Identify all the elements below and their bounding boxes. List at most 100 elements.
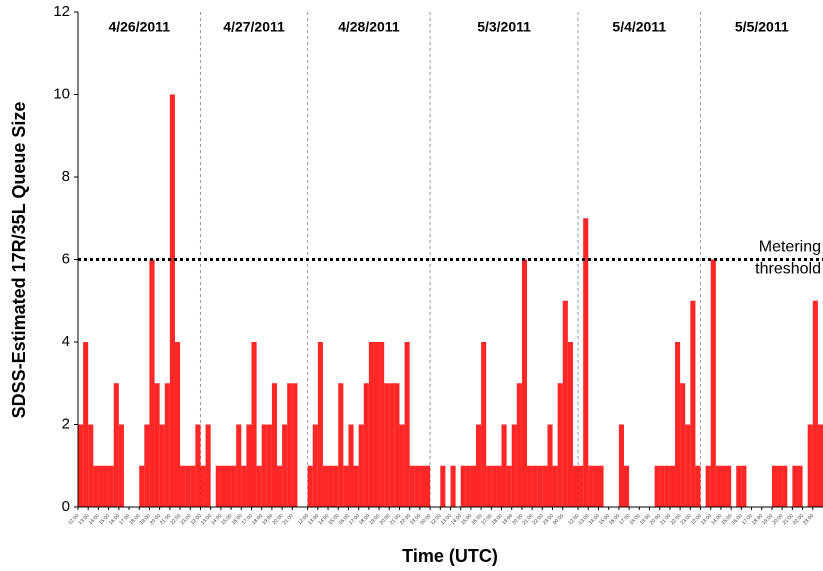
queue-bar	[261, 424, 267, 507]
queue-bar	[373, 342, 380, 507]
queue-bar	[542, 465, 548, 507]
queue-bar	[450, 465, 456, 507]
queue-bar	[598, 465, 604, 507]
queue-bar	[588, 465, 594, 507]
queue-bar	[414, 465, 420, 507]
queue-bar	[782, 465, 788, 507]
queue-bar	[312, 424, 318, 507]
queue-bar	[277, 465, 283, 507]
queue-bar	[399, 424, 405, 507]
queue-bar	[190, 465, 196, 507]
queue-bar	[741, 465, 747, 507]
queue-bar	[736, 465, 742, 507]
day-label: 5/3/2011	[477, 19, 531, 35]
queue-bar	[720, 465, 727, 507]
queue-bar	[241, 465, 247, 507]
queue-bar	[496, 465, 502, 507]
queue-bar	[394, 383, 400, 507]
queue-bar	[358, 424, 364, 507]
queue-bar	[572, 465, 579, 507]
queue-bar	[654, 465, 660, 507]
queue-bar	[715, 465, 721, 507]
threshold-label: Metering	[759, 239, 821, 256]
queue-bar	[797, 465, 803, 507]
queue-bar	[103, 465, 109, 507]
queue-bar	[623, 465, 630, 507]
queue-bar	[256, 465, 262, 507]
queue-bar	[562, 300, 568, 507]
y-tick-label: 6	[62, 250, 70, 267]
queue-bar	[710, 259, 716, 507]
queue-bar	[476, 424, 482, 507]
queue-bar	[93, 465, 99, 507]
queue-bar	[231, 465, 237, 507]
queue-bar	[537, 465, 543, 507]
queue-bar	[583, 218, 589, 507]
queue-bar	[174, 342, 181, 507]
y-tick-label: 10	[53, 85, 70, 102]
queue-bar	[807, 424, 813, 507]
queue-bar	[567, 342, 573, 507]
queue-bar	[547, 424, 553, 507]
queue-bar	[83, 342, 89, 507]
queue-bar	[149, 259, 155, 507]
queue-bar	[195, 424, 201, 507]
queue-bar	[771, 465, 778, 507]
queue-bar	[251, 342, 257, 507]
queue-bar	[328, 465, 334, 507]
queue-bar	[705, 465, 711, 507]
queue-bar	[812, 300, 818, 507]
day-label: 5/5/2011	[735, 19, 789, 35]
queue-bar	[343, 465, 349, 507]
queue-bar	[424, 465, 431, 507]
y-tick-label: 2	[62, 415, 70, 432]
queue-bar	[185, 465, 191, 507]
queue-bar	[404, 342, 410, 507]
queue-bar	[777, 465, 783, 507]
y-axis-title: SDSS-Estimated 17R/35L Queue Size	[9, 102, 29, 419]
queue-bar	[154, 383, 160, 507]
queue-bar	[593, 465, 599, 507]
queue-bar	[669, 465, 676, 507]
queue-bar	[333, 465, 339, 507]
queue-bar	[578, 465, 584, 507]
queue-bar	[552, 465, 558, 507]
queue-bar	[246, 424, 252, 507]
queue-bar	[338, 383, 344, 507]
queue-bar	[511, 424, 517, 507]
queue-bar	[685, 424, 691, 507]
day-label: 5/4/2011	[612, 19, 666, 35]
queue-bar	[200, 465, 206, 507]
y-tick-label: 4	[62, 333, 70, 350]
queue-bar	[384, 383, 390, 507]
queue-bar	[491, 465, 497, 507]
queue-bar	[690, 300, 696, 507]
queue-bar	[180, 465, 186, 507]
queue-bar	[322, 465, 329, 507]
y-tick-label: 12	[53, 3, 70, 20]
queue-bar	[353, 465, 359, 507]
queue-bar	[501, 424, 507, 507]
queue-bar	[271, 383, 278, 507]
queue-bar	[368, 342, 374, 507]
queue-bar	[557, 383, 563, 507]
x-tick-label: 00:00	[552, 513, 565, 526]
day-label: 4/27/2011	[223, 19, 285, 35]
queue-bar	[205, 424, 211, 507]
queue-bar	[532, 465, 538, 507]
y-tick-label: 8	[62, 168, 70, 185]
queue-bar	[465, 465, 471, 507]
queue-bar	[113, 383, 119, 507]
queue-bar	[317, 342, 323, 507]
threshold-label: threshold	[755, 261, 821, 278]
queue-bar	[164, 383, 170, 507]
queue-bar	[292, 383, 298, 507]
y-tick-label: 0	[62, 498, 70, 515]
queue-bar	[389, 383, 395, 507]
queue-bar	[460, 465, 466, 507]
queue-bar	[159, 424, 165, 507]
queue-bar	[664, 465, 670, 507]
queue-bar	[680, 383, 686, 507]
